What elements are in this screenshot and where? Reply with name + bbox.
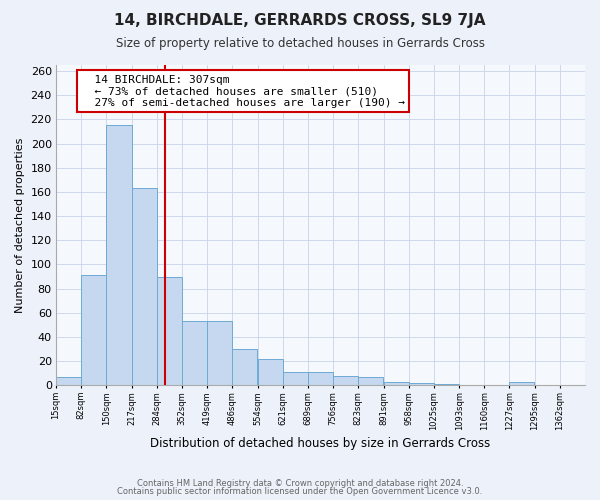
Bar	[283, 372, 308, 386]
Bar	[232, 349, 257, 386]
Bar	[384, 382, 409, 386]
Bar	[509, 382, 535, 386]
Bar	[358, 377, 383, 386]
Text: 14 BIRCHDALE: 307sqm
  ← 73% of detached houses are smaller (510)
  27% of semi-: 14 BIRCHDALE: 307sqm ← 73% of detached h…	[81, 74, 405, 108]
Text: 14, BIRCHDALE, GERRARDS CROSS, SL9 7JA: 14, BIRCHDALE, GERRARDS CROSS, SL9 7JA	[114, 12, 486, 28]
Bar	[182, 322, 207, 386]
Bar	[333, 376, 358, 386]
Text: Size of property relative to detached houses in Gerrards Cross: Size of property relative to detached ho…	[115, 38, 485, 51]
Bar	[56, 377, 81, 386]
Y-axis label: Number of detached properties: Number of detached properties	[15, 138, 25, 313]
Bar	[409, 383, 434, 386]
Bar	[434, 384, 459, 386]
Bar	[81, 276, 106, 386]
Text: Contains HM Land Registry data © Crown copyright and database right 2024.: Contains HM Land Registry data © Crown c…	[137, 478, 463, 488]
Bar	[131, 188, 157, 386]
X-axis label: Distribution of detached houses by size in Gerrards Cross: Distribution of detached houses by size …	[151, 437, 491, 450]
Bar	[257, 359, 283, 386]
Bar	[157, 276, 182, 386]
Text: Contains public sector information licensed under the Open Government Licence v3: Contains public sector information licen…	[118, 487, 482, 496]
Bar	[207, 322, 232, 386]
Bar	[308, 372, 333, 386]
Bar	[106, 126, 131, 386]
